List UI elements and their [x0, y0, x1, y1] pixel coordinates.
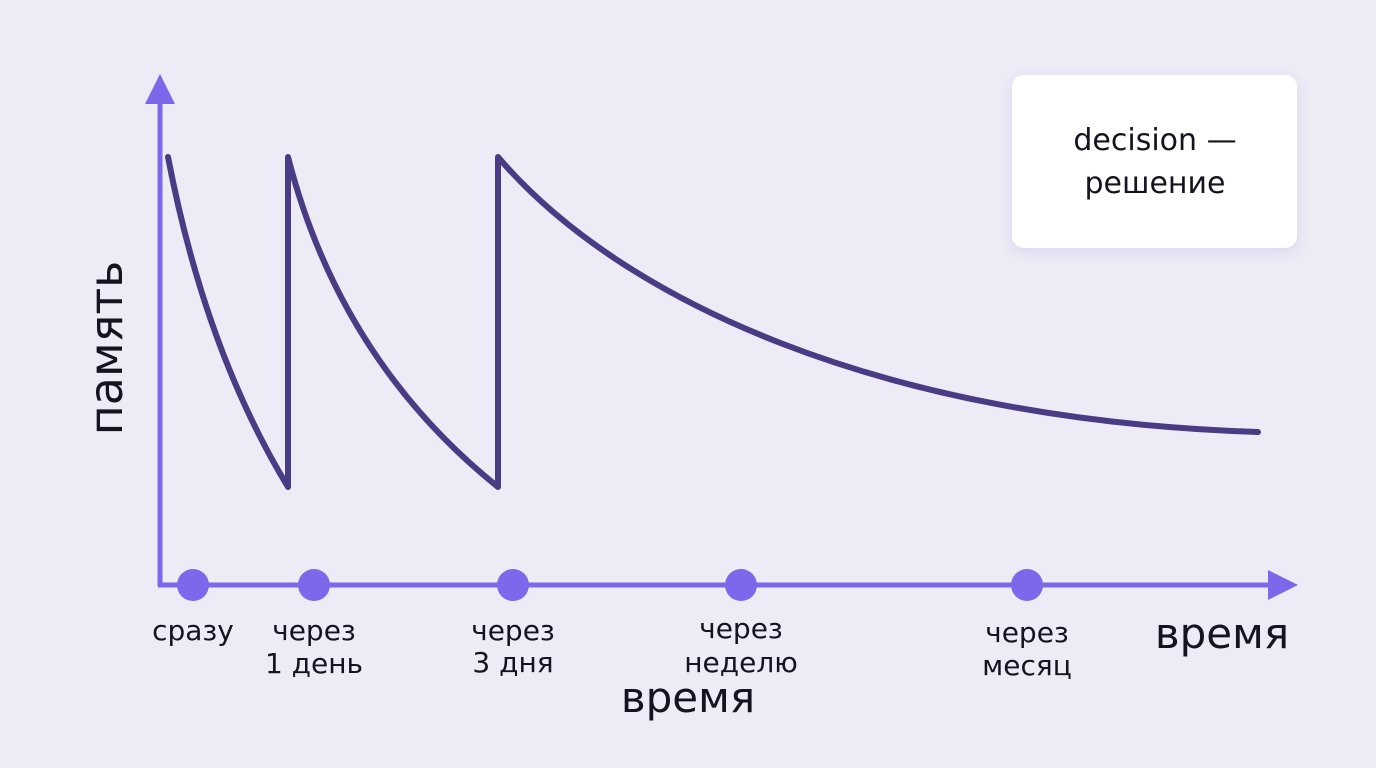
timeline-label: месяц: [982, 649, 1072, 682]
timeline-dot: [725, 569, 757, 601]
card-text: decision —: [1073, 123, 1236, 158]
timeline-label: неделю: [684, 646, 798, 679]
timeline-label: через: [471, 614, 555, 647]
timeline-label: 3 дня: [472, 646, 553, 679]
timeline-dot: [497, 569, 529, 601]
timeline-dot: [298, 569, 330, 601]
x-axis-label: время: [1155, 609, 1289, 658]
timeline-label: через: [699, 612, 783, 645]
card-text: решение: [1085, 166, 1226, 201]
y-axis-label: память: [79, 261, 133, 436]
timeline-dot: [177, 569, 209, 601]
x-axis-arrow: [1268, 570, 1298, 600]
timeline-label: через: [272, 614, 356, 647]
timeline-dot: [1011, 569, 1043, 601]
timeline-label: через: [985, 616, 1069, 649]
forgetting-curve: [165, 154, 1261, 490]
timeline-label: сразу: [152, 614, 234, 647]
y-axis-arrow: [145, 74, 175, 104]
definition-card: [1012, 75, 1297, 248]
x-axis-caption: время: [621, 673, 755, 722]
timeline-label: 1 день: [265, 647, 363, 680]
